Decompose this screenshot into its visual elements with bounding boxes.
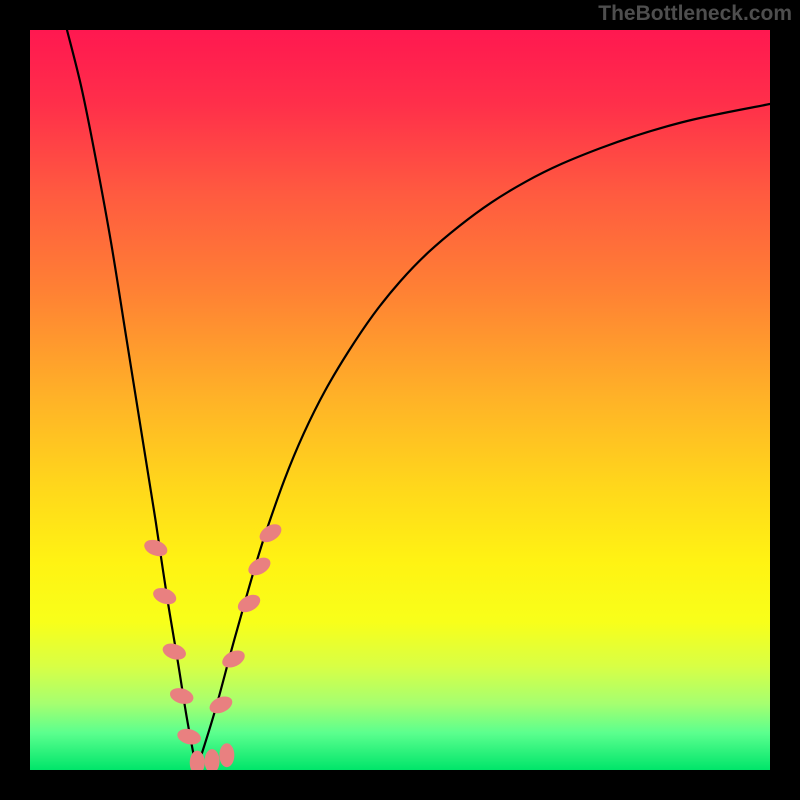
watermark-text: TheBottleneck.com	[598, 2, 792, 26]
gradient-background	[30, 30, 770, 770]
plot-area	[30, 30, 770, 770]
figure-root: TheBottleneck.com	[0, 0, 800, 800]
curve-marker	[219, 743, 234, 767]
plot-svg	[30, 30, 770, 770]
